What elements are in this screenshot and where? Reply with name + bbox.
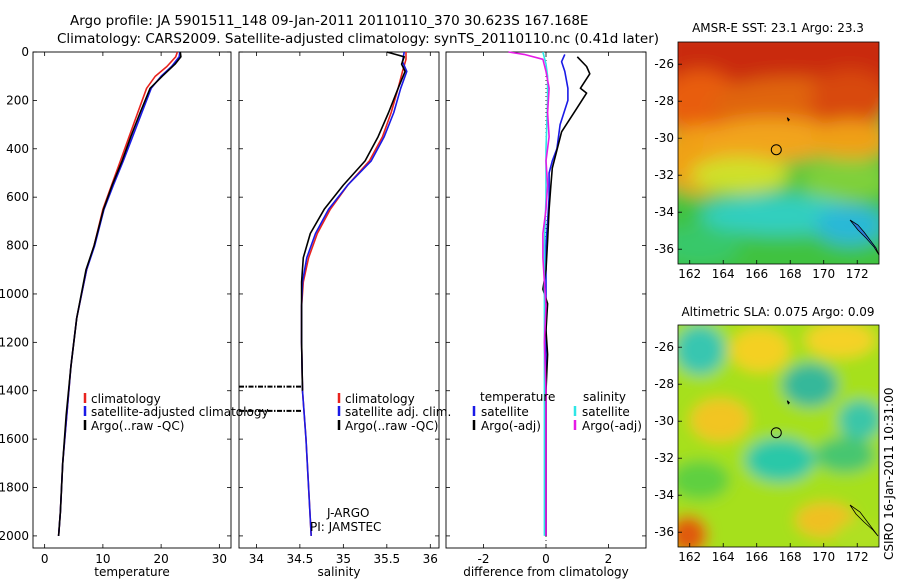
- map-x-tick-label: 168: [779, 267, 802, 281]
- map-x-tick-label: 162: [678, 267, 701, 281]
- map-x-tick-label: 162: [678, 550, 701, 564]
- map-x-tick-label: 166: [745, 267, 768, 281]
- difference-legend-temperature-header: temperature: [480, 390, 555, 404]
- map-y-tick-label: -30: [654, 414, 674, 428]
- difference-x-tick-label: -2: [478, 552, 490, 566]
- argo-location-marker: [770, 427, 782, 439]
- temperature-panel: 0 10 20 30 0 200 400 600 800 1000 1200 1400 1600 1800…: [0, 45, 232, 579]
- temperature-x-axis-label: temperature: [94, 565, 169, 579]
- difference-legend-temp-argo: Argo(-adj): [481, 419, 541, 433]
- argo-location-marker: [770, 144, 782, 156]
- map-y-tick-label: -28: [654, 94, 674, 108]
- sst-map: AMSR-E SST: 23.1 Argo: 23.3 162 164 166 168…: [654, 21, 880, 281]
- difference-legend-temp-satellite: satellite: [481, 405, 529, 419]
- sla-map: Altimetric SLA: 0.075 Argo: 0.09 162 164 1…: [654, 305, 880, 564]
- difference-series-line: [508, 51, 550, 536]
- salinity-note-jargo: J-ARGO: [326, 506, 369, 520]
- map-x-tick-label: 172: [846, 550, 869, 564]
- salinity-frame: [238, 51, 440, 549]
- salinity-x-tick-label: 34: [249, 552, 264, 566]
- island-marker: [786, 400, 790, 405]
- difference-x-axis-label: difference from climatology: [463, 565, 629, 579]
- difference-legend-salinity-header: salinity: [583, 390, 626, 404]
- temperature-x-tick-label: 20: [153, 552, 168, 566]
- difference-legend-sal-satellite: satellite: [582, 405, 630, 419]
- salinity-legend-climatology: climatology: [345, 392, 415, 406]
- salinity-x-tick-label: 34.5: [287, 552, 314, 566]
- depth-tick-label: 200: [6, 93, 29, 107]
- temperature-series-line: [57, 51, 182, 536]
- depth-tick-label: 400: [6, 142, 29, 156]
- map-y-tick-label: -30: [654, 131, 674, 145]
- map-y-tick-label: -32: [654, 168, 674, 182]
- depth-tick-label: 1200: [0, 335, 29, 349]
- sla-map-frame: [677, 324, 880, 548]
- salinity-panel: 34 34.5 35 35.5 36 salinity: [238, 51, 440, 579]
- difference-x-tick-label: 2: [605, 552, 613, 566]
- depth-tick-label: 1000: [0, 287, 29, 301]
- sla-map-title: Altimetric SLA: 0.075 Argo: 0.09: [681, 305, 874, 319]
- salinity-x-tick-label: 35.5: [373, 552, 400, 566]
- depth-tick-label: 1800: [0, 481, 29, 495]
- map-y-tick-label: -36: [654, 242, 674, 256]
- temperature-legend-climatology: climatology: [91, 392, 161, 406]
- map-y-tick-label: -32: [654, 451, 674, 465]
- side-timestamp-label: CSIRO 16-Jan-2011 10:31:00: [882, 388, 896, 560]
- map-y-tick-label: -26: [654, 340, 674, 354]
- depth-tick-label: 1400: [0, 384, 29, 398]
- map-x-tick-label: 170: [812, 267, 835, 281]
- depth-tick-label: 800: [6, 239, 29, 253]
- sst-coastline-icon: [849, 219, 880, 256]
- salinity-x-tick-label: 36: [423, 552, 438, 566]
- sst-map-title: AMSR-E SST: 23.1 Argo: 23.3: [692, 21, 864, 35]
- map-x-tick-label: 166: [745, 550, 768, 564]
- sla-field: [678, 325, 879, 547]
- temperature-x-tick-label: 30: [212, 552, 227, 566]
- depth-tick-label: 1600: [0, 432, 29, 446]
- map-y-tick-label: -34: [654, 488, 674, 502]
- map-y-tick-label: -26: [654, 57, 674, 71]
- header-line-1: Argo profile: JA 5901511_148 09-Jan-2011…: [70, 13, 588, 29]
- difference-legend-sal-argo: Argo(-adj): [582, 419, 642, 433]
- salinity-legend-argo: Argo(..raw -QC): [345, 419, 438, 433]
- temperature-legend-satellite: satellite-adjusted climatology: [91, 405, 269, 419]
- salinity-note-pi: PI: JAMSTEC: [310, 520, 381, 534]
- map-x-tick-label: 168: [779, 550, 802, 564]
- temperature-series-line: [57, 51, 181, 536]
- map-y-tick-label: -28: [654, 377, 674, 391]
- map-x-tick-label: 164: [712, 550, 735, 564]
- salinity-legend-satellite: satellite adj. clim.: [345, 405, 451, 419]
- temperature-series-line: [57, 51, 179, 536]
- sla-coastline-icon: [849, 504, 879, 537]
- island-marker: [786, 117, 790, 122]
- sst-map-frame: [677, 41, 880, 265]
- salinity-x-axis-label: salinity: [317, 565, 360, 579]
- temperature-x-tick-label: 10: [95, 552, 110, 566]
- map-x-tick-label: 170: [812, 550, 835, 564]
- salinity-series-line: [300, 52, 407, 536]
- difference-series-line: [542, 56, 591, 536]
- salinity-x-tick-label: 35: [336, 552, 351, 566]
- depth-tick-label: 0: [21, 45, 29, 59]
- map-x-tick-label: 172: [846, 267, 869, 281]
- header-line-2: Climatology: CARS2009. Satellite-adjuste…: [57, 31, 659, 47]
- sst-field: [678, 42, 879, 264]
- depth-tick-label: 600: [6, 190, 29, 204]
- temperature-legend-argo: Argo(..raw -QC): [91, 419, 184, 433]
- map-y-tick-label: -36: [654, 525, 674, 539]
- temperature-frame: [32, 51, 232, 549]
- map-y-tick-label: -34: [654, 205, 674, 219]
- map-x-tick-label: 164: [712, 267, 735, 281]
- depth-tick-label: 2000: [0, 529, 29, 543]
- temperature-x-tick-label: 0: [41, 552, 49, 566]
- difference-x-tick-label: 0: [542, 552, 550, 566]
- salinity-series-line: [300, 51, 408, 536]
- salinity-series-line: [300, 51, 406, 391]
